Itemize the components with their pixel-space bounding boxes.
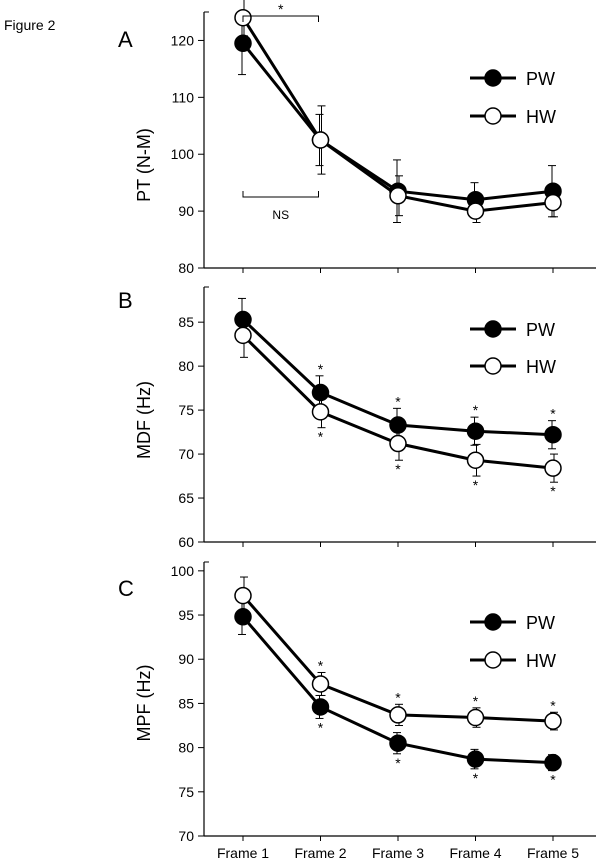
data-point-hw — [466, 202, 485, 220]
y-tick-label: 120 — [171, 32, 195, 48]
data-point-pw — [311, 383, 330, 402]
data-point-hw — [389, 187, 407, 205]
y-tick-label: 60 — [178, 534, 194, 550]
significance-mark: * — [550, 697, 556, 713]
y-tick-label: 90 — [178, 651, 194, 667]
data-point-pw — [234, 608, 252, 626]
y-axis-label: PT (N-M) — [134, 128, 154, 202]
y-axis-label: MPF (Hz) — [134, 665, 154, 742]
y-tick-label: 80 — [178, 358, 194, 374]
data-point-pw — [466, 422, 485, 440]
x-tick-label: Frame 4 — [449, 845, 501, 861]
panel-b: B MDF (Hz) 60 65 70 75 80 85 * * * * * * * * PW HW — [118, 286, 596, 550]
series-line-hw — [241, 16, 554, 213]
y-tick-label: 80 — [178, 260, 194, 276]
legend-marker — [484, 357, 502, 375]
significance-mark: * — [550, 772, 556, 788]
x-tick-label: Frame 1 — [217, 845, 269, 861]
significance-mark: * — [395, 461, 401, 477]
significance-mark: * — [395, 393, 401, 409]
significance-mark: * — [473, 770, 479, 786]
data-point-pw — [544, 753, 562, 772]
significance-mark: * — [473, 477, 479, 493]
y-tick-label: 85 — [178, 695, 194, 711]
data-point-pw — [234, 34, 252, 53]
data-point-hw — [544, 459, 562, 477]
legend-marker — [484, 69, 502, 87]
panel-letter: A — [118, 27, 133, 52]
data-point-pw — [311, 698, 330, 716]
legend-marker — [484, 613, 502, 631]
y-tick-label: 65 — [178, 490, 194, 506]
significance-mark: * — [473, 402, 479, 418]
y-tick-label: 100 — [171, 146, 195, 162]
data-point-hw — [389, 706, 407, 724]
comparison-bracket — [242, 15, 319, 22]
x-tick-label: Frame 5 — [527, 845, 579, 861]
data-point-hw — [234, 326, 252, 345]
x-axis-tick-labels: Frame 1 Frame 2 Frame 3 Frame 4 Frame 5 — [217, 845, 579, 861]
y-tick-label: 80 — [178, 740, 194, 756]
panel-letter: C — [118, 576, 134, 601]
panel-c: C MPF (Hz) 70 75 80 85 90 95 100 * * * * * * * * PW HW — [118, 561, 596, 844]
data-point-hw — [466, 708, 485, 727]
significance-mark: * — [395, 689, 401, 705]
significance-mark: * — [318, 657, 324, 673]
y-tick-label: 75 — [178, 402, 194, 418]
y-tick-label: 85 — [178, 314, 194, 330]
legend-marker — [484, 651, 502, 669]
data-point-hw — [544, 193, 562, 212]
y-tick-label: 100 — [171, 563, 195, 579]
data-point-hw — [311, 403, 330, 421]
data-point-hw — [389, 434, 407, 453]
legend-marker — [484, 320, 502, 338]
significance-mark: * — [318, 429, 324, 445]
data-point-pw — [389, 416, 407, 434]
data-point-hw — [311, 131, 330, 149]
y-tick-label: 110 — [172, 89, 195, 105]
data-point-hw — [466, 451, 485, 469]
panel-letter: B — [118, 288, 133, 313]
comparison-bracket — [242, 191, 319, 198]
data-point-hw — [234, 586, 252, 605]
legend-label: PW — [526, 613, 555, 633]
legend-label: PW — [526, 69, 555, 89]
y-tick-label: 90 — [178, 203, 194, 219]
data-point-hw — [544, 712, 562, 730]
data-point-hw — [311, 675, 330, 693]
data-point-pw — [389, 734, 407, 752]
y-tick-label: 95 — [178, 607, 194, 623]
legend-marker — [484, 107, 502, 125]
data-point-pw — [466, 750, 485, 768]
y-axis-label: MDF (Hz) — [134, 381, 154, 459]
y-tick-label: 75 — [178, 784, 194, 800]
x-tick-label: Frame 2 — [294, 845, 346, 861]
legend-label: HW — [526, 651, 556, 671]
significance-mark: * — [395, 755, 401, 771]
significance-mark: * — [550, 406, 556, 422]
y-tick-label: 70 — [178, 828, 194, 844]
bracket-label: NS — [272, 208, 289, 222]
significance-mark: * — [550, 483, 556, 499]
legend-label: HW — [526, 357, 556, 377]
data-point-pw — [544, 425, 562, 444]
legend-label: HW — [526, 107, 556, 127]
significance-mark: * — [318, 361, 324, 377]
y-tick-label: 70 — [178, 446, 194, 462]
figure-label: Figure 2 — [4, 17, 56, 33]
legend-label: PW — [526, 320, 555, 340]
significance-mark: * — [473, 693, 479, 709]
panel-a: A PT (N-M) 80 90 100 110 120 * NS PW HW — [118, 0, 596, 276]
bracket-label: * — [278, 1, 284, 17]
significance-mark: * — [318, 719, 324, 735]
x-tick-label: Frame 3 — [372, 845, 424, 861]
data-point-pw — [234, 310, 252, 329]
